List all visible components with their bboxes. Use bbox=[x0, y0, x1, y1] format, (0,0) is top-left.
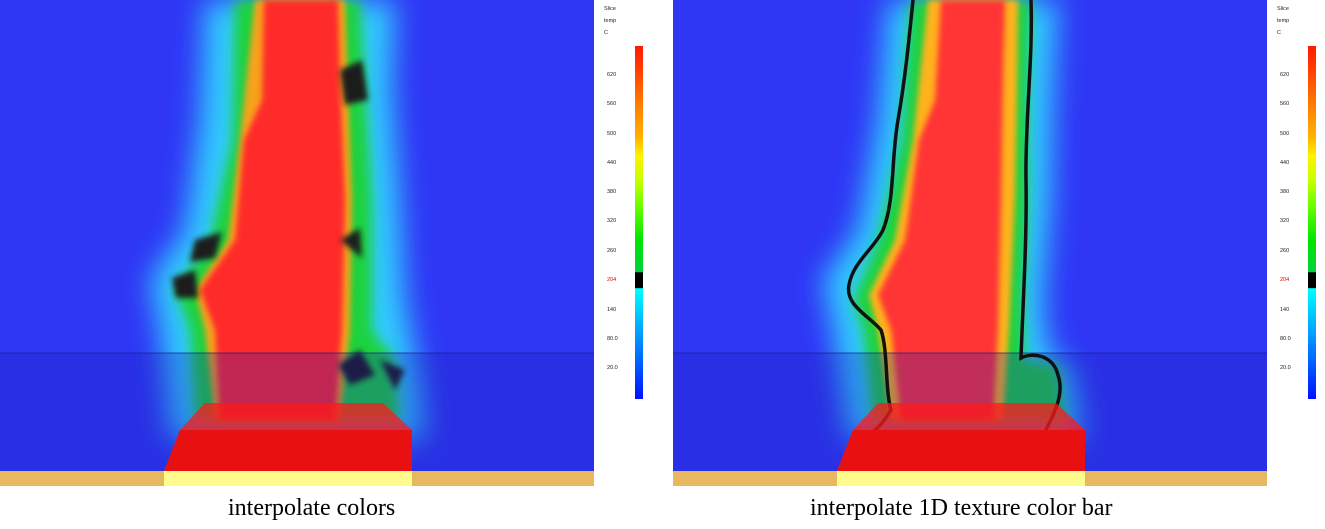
burner-right bbox=[837, 471, 1085, 486]
colorbar-header-2: temp bbox=[604, 18, 617, 24]
colorbar-tick: 500 bbox=[607, 131, 617, 137]
colorbar-tick: 140 bbox=[607, 307, 617, 313]
caption-interpolate-colors: interpolate colors bbox=[228, 495, 396, 521]
caption-interpolate-1d-texture: interpolate 1D texture color bar bbox=[810, 495, 1113, 521]
fire-top-right bbox=[853, 403, 1085, 430]
colorbar-tick-highlight: 204 bbox=[1280, 277, 1290, 283]
colorbar-tick: 380 bbox=[1280, 189, 1290, 195]
colorbar-tick: 320 bbox=[607, 218, 617, 224]
colorbar-tick: 560 bbox=[607, 101, 617, 107]
red-plume-right bbox=[878, 0, 1005, 420]
colorbar-tick: 20.0 bbox=[1280, 365, 1291, 371]
colorbar-gradient bbox=[1308, 46, 1316, 399]
colorbar-tick: 320 bbox=[1280, 218, 1290, 224]
colorbar-right: Slice temp C 620 560 500 440 380 320 260… bbox=[1271, 0, 1325, 420]
colorbar-tick: 260 bbox=[607, 248, 617, 254]
red-plume-left bbox=[200, 0, 345, 420]
colorbar-tick: 140 bbox=[1280, 307, 1290, 313]
colorbar-gradient bbox=[635, 46, 643, 399]
panel-interpolate-colors: Slice temp C 620 560 500 440 380 320 260… bbox=[0, 0, 654, 490]
colorbar-tick: 440 bbox=[607, 160, 617, 166]
colorbar-tick: 440 bbox=[1280, 160, 1290, 166]
fire-block-left bbox=[164, 430, 412, 471]
slice-render-right bbox=[673, 0, 1267, 486]
colorbar-tick: 260 bbox=[1280, 248, 1290, 254]
colorbar-tick: 20.0 bbox=[607, 365, 618, 371]
colorbar-tick: 80.0 bbox=[1280, 336, 1291, 342]
colorbar-tick-highlight: 204 bbox=[607, 277, 617, 283]
colorbar-tick: 80.0 bbox=[607, 336, 618, 342]
colorbar-tick: 620 bbox=[1280, 72, 1290, 78]
colorbar-header-1: Slice bbox=[1277, 6, 1289, 12]
fire-top-left bbox=[180, 403, 412, 430]
colorbar-tick: 380 bbox=[607, 189, 617, 195]
contour-line-right bbox=[1019, 0, 1062, 433]
colorbar-header-2: temp bbox=[1277, 18, 1290, 24]
colorbar-header-3: C bbox=[604, 30, 608, 36]
colorbar-tick: 620 bbox=[607, 72, 617, 78]
burner-left bbox=[164, 471, 412, 486]
fire-block-right bbox=[837, 430, 1085, 471]
colorbar-tick: 500 bbox=[1280, 131, 1290, 137]
slice-render-left bbox=[0, 0, 594, 486]
panel-interpolate-1d-texture: Slice temp C 620 560 500 440 380 320 260… bbox=[673, 0, 1325, 490]
colorbar-left: Slice temp C 620 560 500 440 380 320 260… bbox=[598, 0, 654, 420]
colorbar-header-3: C bbox=[1277, 30, 1281, 36]
colorbar-tick: 560 bbox=[1280, 101, 1290, 107]
black-artifacts-left bbox=[172, 60, 405, 390]
colorbar-header-1: Slice bbox=[604, 6, 616, 12]
